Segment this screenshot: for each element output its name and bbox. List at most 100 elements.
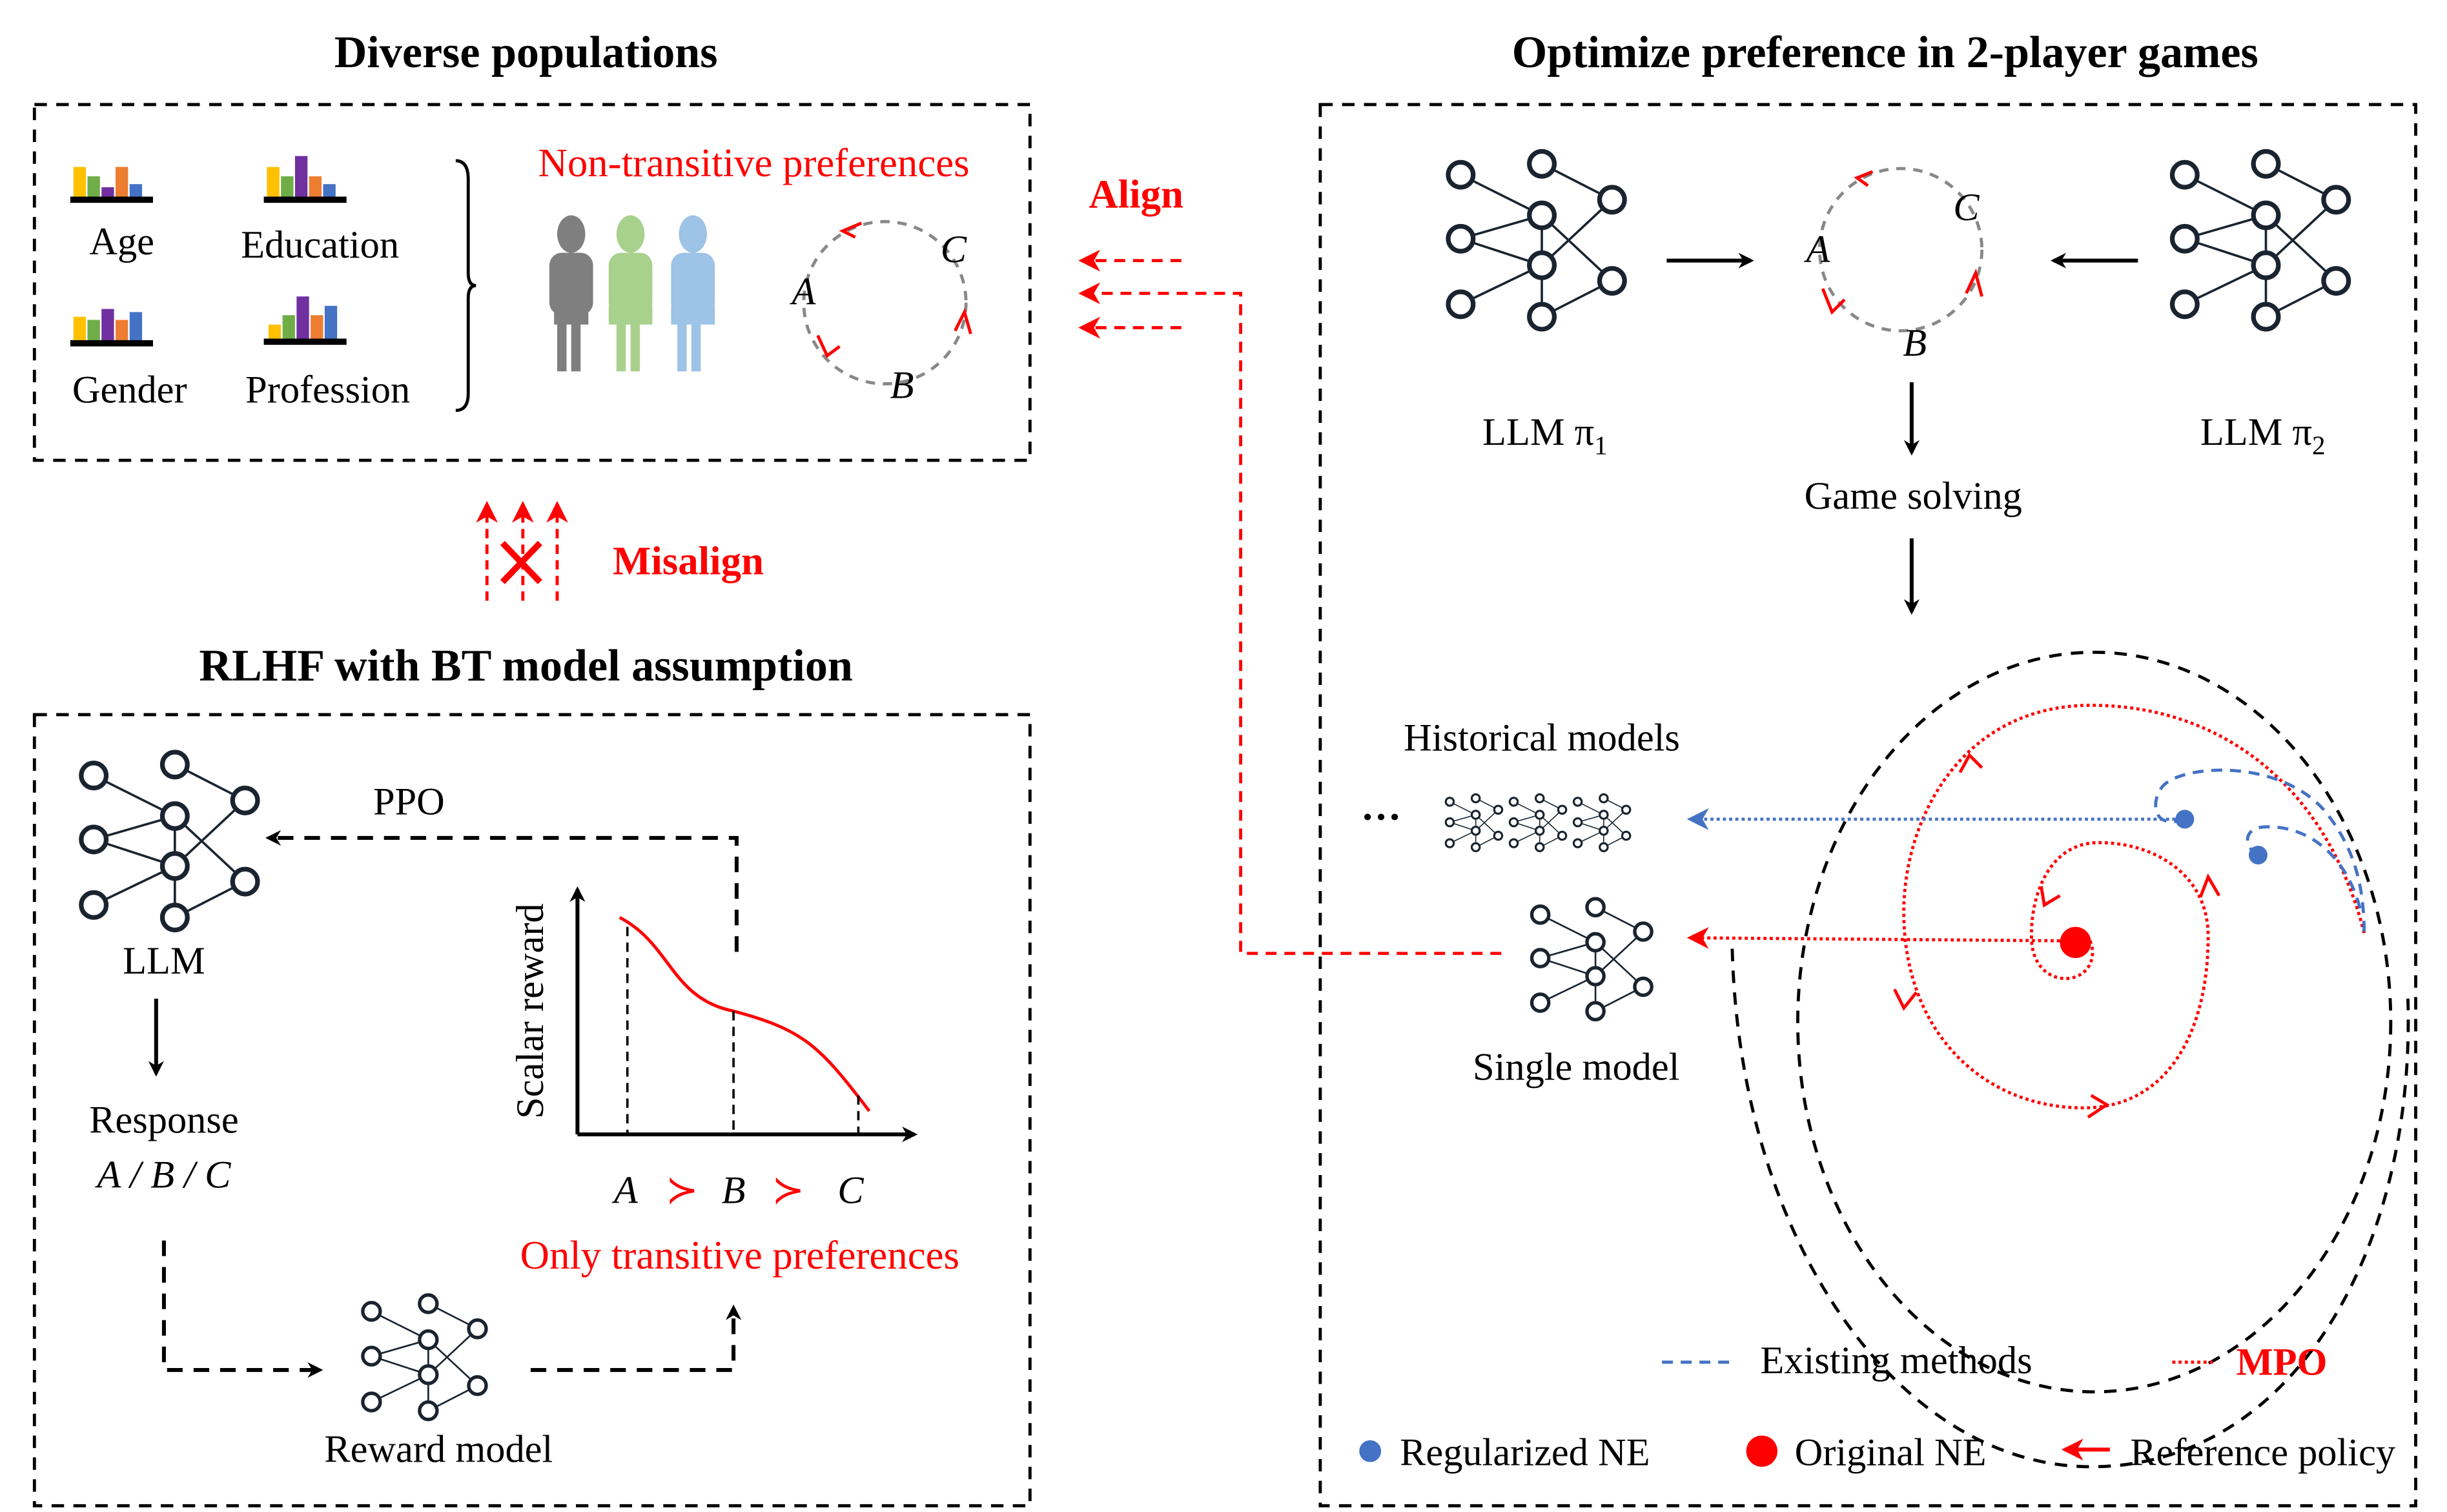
network-edge [427, 1339, 478, 1387]
group-label-profession: Profession [245, 369, 410, 412]
network-node [418, 1329, 439, 1351]
convergence-plot [1686, 650, 2410, 1469]
network-node [1530, 992, 1551, 1013]
network-node [2251, 148, 2281, 179]
ellipsis: ··· [1361, 794, 1402, 839]
legend-mpo-label: MPO [2237, 1340, 2328, 1384]
network-edge [371, 1310, 429, 1341]
network-node [1470, 842, 1481, 853]
historical-models-label: Historical models [1404, 717, 1680, 760]
group-label-age: Age [89, 220, 154, 263]
network-node [2251, 301, 2281, 332]
response-label: Response [89, 1099, 239, 1142]
network-edge [1603, 814, 1627, 837]
network-edge [2184, 174, 2267, 217]
order-gt-2: ≻ [772, 1169, 804, 1212]
legend-existing-label: Existing methods [1760, 1339, 2032, 1382]
network-node [467, 1375, 488, 1396]
llm-pi2-label: LLM π2 [2200, 411, 2326, 460]
network-node [1572, 838, 1583, 848]
network-node [361, 1391, 382, 1413]
network-node [1535, 826, 1545, 836]
network-edge [174, 799, 246, 867]
game-solving-label: Game solving [1805, 475, 2022, 518]
bar-icon-education [263, 156, 347, 203]
network-node [2169, 223, 2200, 254]
llm-label: LLM [123, 939, 205, 983]
network-node [418, 1293, 439, 1314]
diverse-populations-box [32, 103, 1032, 462]
network-node [1597, 266, 1627, 296]
network-node [1493, 804, 1504, 815]
legend-regularized-label: Regularized NE [1400, 1431, 1650, 1474]
network-node [1633, 976, 1654, 997]
network-node [2169, 289, 2200, 320]
misalign-arrows [476, 500, 568, 601]
network-node [1527, 250, 1557, 280]
existing-method-path [2154, 768, 2366, 937]
cross-icon [500, 540, 542, 584]
diverse-populations-title: Diverse populations [334, 28, 718, 77]
network-node [1470, 793, 1481, 804]
network-edge [1595, 931, 1644, 977]
network-node [1470, 826, 1481, 836]
network-node [1597, 185, 1627, 215]
arrow-response-to-reward [161, 1240, 323, 1378]
network-node [1535, 793, 1545, 804]
preference-cycle-left: A C B [789, 220, 972, 407]
network-node [1446, 289, 1476, 320]
reward-model-network-icon [361, 1293, 488, 1422]
network-node [1444, 817, 1455, 828]
game-cycle-label-b: B [1903, 322, 1927, 365]
network-node [1444, 797, 1455, 807]
cycle-label-a: A [789, 270, 816, 313]
network-node [1446, 223, 1476, 254]
align-label: Align [1089, 171, 1183, 216]
game-cycle-label-a: A [1803, 228, 1830, 271]
arrow-reward-to-chart [530, 1304, 742, 1373]
align-arrows [1078, 249, 1502, 955]
y-axis-label: Scalar reward [509, 903, 552, 1119]
network-edge [1595, 941, 1644, 988]
network-node [1572, 817, 1583, 828]
network-node [2251, 250, 2281, 280]
network-node [230, 785, 260, 815]
game-box [1318, 103, 2417, 1507]
network-node [230, 866, 260, 897]
network-node [1572, 797, 1583, 807]
historical-model-icon [1572, 793, 1632, 853]
network-node [79, 761, 109, 791]
game-cycle-label-c: C [1953, 186, 1980, 229]
llm-network-icon [79, 750, 260, 933]
reward-model-label: Reward model [324, 1428, 553, 1471]
network-node [1535, 810, 1545, 820]
rlhf-box [32, 713, 1032, 1507]
network-node [1585, 1001, 1606, 1022]
network-node [1508, 838, 1519, 848]
network-node [1621, 830, 1632, 841]
preference-cycle-right: A C B [1803, 167, 1984, 365]
mpo-spiral [1902, 704, 2366, 1110]
misalign-label: Misalign [613, 538, 764, 583]
network-node [1527, 200, 1557, 230]
network-edge [1460, 174, 1542, 217]
network-node [1599, 842, 1609, 853]
people-icon [549, 215, 715, 372]
single-model-label: Single model [1473, 1046, 1679, 1089]
cycle-label-b: B [890, 363, 914, 407]
network-edge [1541, 199, 1613, 267]
outer-dashed-arc [1730, 948, 2410, 1469]
legend-reference-label: Reference policy [2130, 1431, 2395, 1474]
regularized-ne-point [2248, 845, 2268, 864]
network-edge [1475, 809, 1499, 832]
network-node [159, 750, 190, 780]
order-c: C [837, 1169, 864, 1212]
only-transitive-label: Only transitive preferences [520, 1232, 959, 1278]
rlhf-title: RLHF with BT model assumption [199, 641, 852, 691]
network-node [1470, 810, 1481, 820]
network-node [361, 1345, 382, 1367]
network-node [159, 903, 190, 933]
original-ne-point [2060, 926, 2091, 958]
network-node [159, 851, 190, 881]
network-edge [1475, 814, 1499, 837]
